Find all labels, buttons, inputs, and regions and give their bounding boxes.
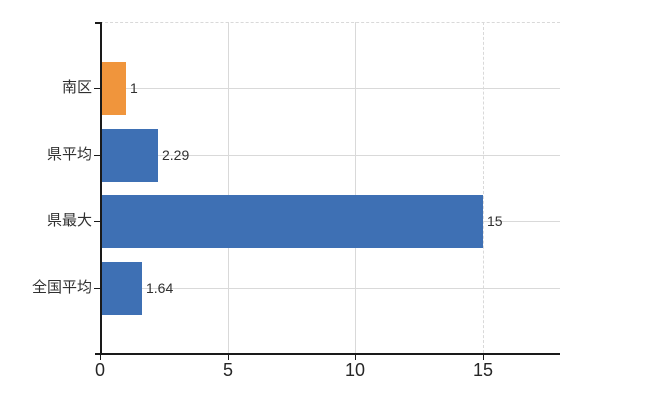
bar-value-label: 1	[130, 80, 138, 96]
x-axis-tick-label: 15	[472, 360, 494, 380]
y-axis-category-label: 県平均	[46, 146, 92, 163]
x-axis-line	[95, 353, 560, 355]
x-axis-tick-label: 10	[344, 360, 366, 380]
y-axis-tick	[94, 155, 100, 156]
gridline-y-1	[100, 155, 560, 156]
y-axis-tick	[94, 88, 100, 89]
y-axis-category-label: 南区	[61, 79, 92, 96]
y-axis-category-label: 県最大	[46, 212, 92, 229]
bar	[101, 262, 142, 315]
x-axis-tick	[228, 355, 229, 360]
gridline-y-0	[100, 88, 560, 89]
x-axis-tick-label: 0	[94, 360, 105, 380]
gridline-x-10	[355, 22, 356, 353]
bar-value-label: 1.64	[146, 280, 174, 296]
gridline-x-5	[228, 22, 229, 353]
bar	[101, 195, 483, 248]
x-axis-tick	[100, 355, 101, 360]
bar	[101, 62, 126, 115]
x-axis-tick	[483, 355, 484, 360]
bar-value-label: 15	[487, 213, 503, 229]
gridline-y-3	[100, 288, 560, 289]
y-axis-tick	[94, 288, 100, 289]
y-axis-tick	[94, 221, 100, 222]
y-axis-tick-top	[95, 22, 100, 24]
plot-top-border	[100, 22, 560, 23]
bar-value-label: 2.29	[162, 147, 190, 163]
y-axis-category-label: 全国平均	[31, 279, 92, 296]
x-axis-tick	[355, 355, 356, 360]
y-axis-line	[100, 22, 102, 355]
x-axis-tick-label: 5	[222, 360, 233, 380]
gridline-x-15	[483, 22, 484, 353]
bar	[101, 129, 158, 182]
